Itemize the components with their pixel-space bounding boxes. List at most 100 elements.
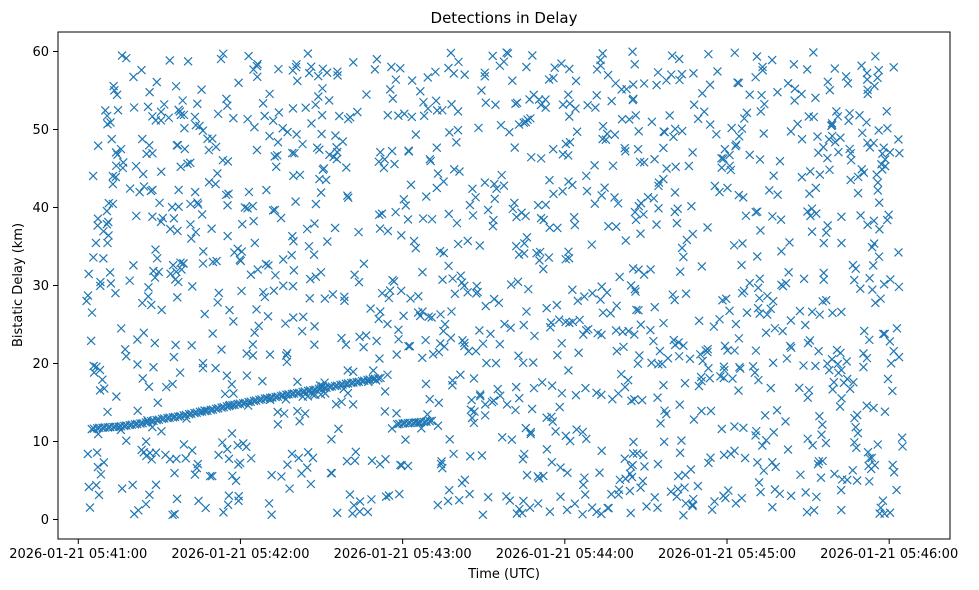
noise-detection-point [242, 349, 252, 358]
noise-detection-point [829, 377, 839, 387]
noise-detection-point [830, 469, 839, 479]
noise-detection-point [306, 62, 316, 72]
noise-detection-point [173, 277, 183, 287]
noise-detection-point [298, 312, 308, 322]
track-point [181, 410, 191, 420]
noise-detection-point [502, 399, 512, 409]
noise-detection-point [496, 120, 506, 130]
noise-detection-point [863, 89, 873, 99]
noise-detection-point [406, 294, 415, 303]
noise-detection-point [318, 165, 328, 175]
noise-detection-point [534, 95, 544, 104]
noise-detection-point [211, 363, 221, 373]
noise-detection-point [530, 331, 539, 341]
noise-detection-point [848, 377, 858, 387]
noise-detection-point [225, 305, 234, 315]
noise-detection-point [730, 446, 739, 456]
noise-detection-point [179, 110, 189, 120]
noise-detection-point [433, 421, 443, 431]
noise-detection-point [675, 400, 685, 410]
noise-detection-point [892, 485, 901, 495]
noise-detection-point [192, 99, 202, 109]
noise-detection-point [814, 411, 824, 421]
noise-detection-point [310, 321, 319, 331]
noise-detection-point [539, 215, 549, 225]
noise-detection-point [374, 210, 384, 220]
noise-detection-point [730, 421, 739, 431]
noise-detection-point [179, 440, 189, 449]
noise-detection-point [587, 240, 597, 250]
noise-detection-point [401, 201, 411, 210]
noise-detection-point [628, 47, 637, 57]
noise-detection-point [138, 374, 148, 383]
noise-detection-point [348, 57, 358, 67]
noise-detection-point [514, 351, 523, 361]
noise-detection-point [620, 146, 630, 156]
noise-detection-point [773, 87, 782, 97]
noise-detection-point [333, 71, 343, 80]
noise-detection-point [298, 139, 307, 149]
noise-detection-point [111, 288, 120, 298]
noise-detection-point [214, 288, 224, 298]
noise-detection-point [587, 503, 597, 512]
noise-detection-point [152, 77, 162, 87]
noise-detection-point [610, 130, 620, 140]
noise-detection-point [413, 291, 423, 301]
noise-detection-point [625, 486, 635, 496]
noise-detection-point [562, 468, 572, 478]
noise-detection-point [653, 67, 663, 77]
noise-detection-point [370, 64, 380, 74]
noise-detection-point [137, 65, 146, 75]
noise-detection-point [329, 152, 339, 162]
noise-detection-point [688, 229, 698, 239]
noise-detection-point [804, 385, 814, 395]
noise-detection-point [888, 460, 898, 470]
noise-detection-point [639, 79, 649, 88]
noise-detection-point [94, 490, 104, 500]
noise-detection-point [752, 207, 762, 217]
noise-detection-point [146, 300, 156, 310]
noise-detection-point [355, 507, 365, 516]
noise-detection-point [292, 59, 301, 69]
noise-detection-point [483, 205, 493, 215]
noise-detection-point [730, 48, 740, 58]
noise-detection-point [880, 329, 890, 339]
noise-detection-point [116, 323, 126, 333]
noise-detection-point [274, 107, 284, 117]
noise-detection-point [523, 284, 533, 294]
noise-detection-point [186, 199, 195, 209]
noise-detection-point [825, 85, 835, 95]
noise-detection-point [759, 466, 769, 476]
noise-detection-point [659, 437, 669, 447]
noise-detection-point [264, 498, 274, 508]
noise-detection-point [581, 434, 591, 444]
noise-detection-point [802, 65, 812, 74]
noise-detection-point [91, 238, 101, 248]
noise-detection-point [102, 206, 112, 216]
noise-detection-point [474, 123, 483, 133]
noise-detection-point [237, 219, 247, 229]
noise-detection-point [352, 107, 362, 117]
track-point [246, 397, 256, 407]
noise-detection-point [826, 121, 836, 131]
noise-detection-point [273, 407, 283, 417]
noise-detection-point [841, 72, 851, 81]
noise-detection-point [268, 205, 278, 215]
noise-detection-point [862, 353, 872, 363]
noise-detection-point [421, 192, 431, 202]
noise-detection-point [633, 144, 643, 154]
noise-detection-point [710, 496, 719, 506]
noise-detection-point [252, 145, 262, 155]
noise-detection-point [737, 124, 747, 134]
noise-detection-point [156, 116, 166, 125]
noise-detection-point [636, 320, 646, 330]
noise-detection-point [495, 391, 505, 401]
noise-detection-point [168, 379, 178, 389]
noise-detection-point [380, 407, 390, 416]
noise-detection-point [547, 381, 557, 391]
noise-detection-point [816, 473, 826, 483]
noise-detection-point [305, 274, 315, 284]
noise-detection-point [432, 143, 442, 153]
noise-detection-point [207, 224, 217, 234]
noise-detection-point [161, 382, 171, 392]
